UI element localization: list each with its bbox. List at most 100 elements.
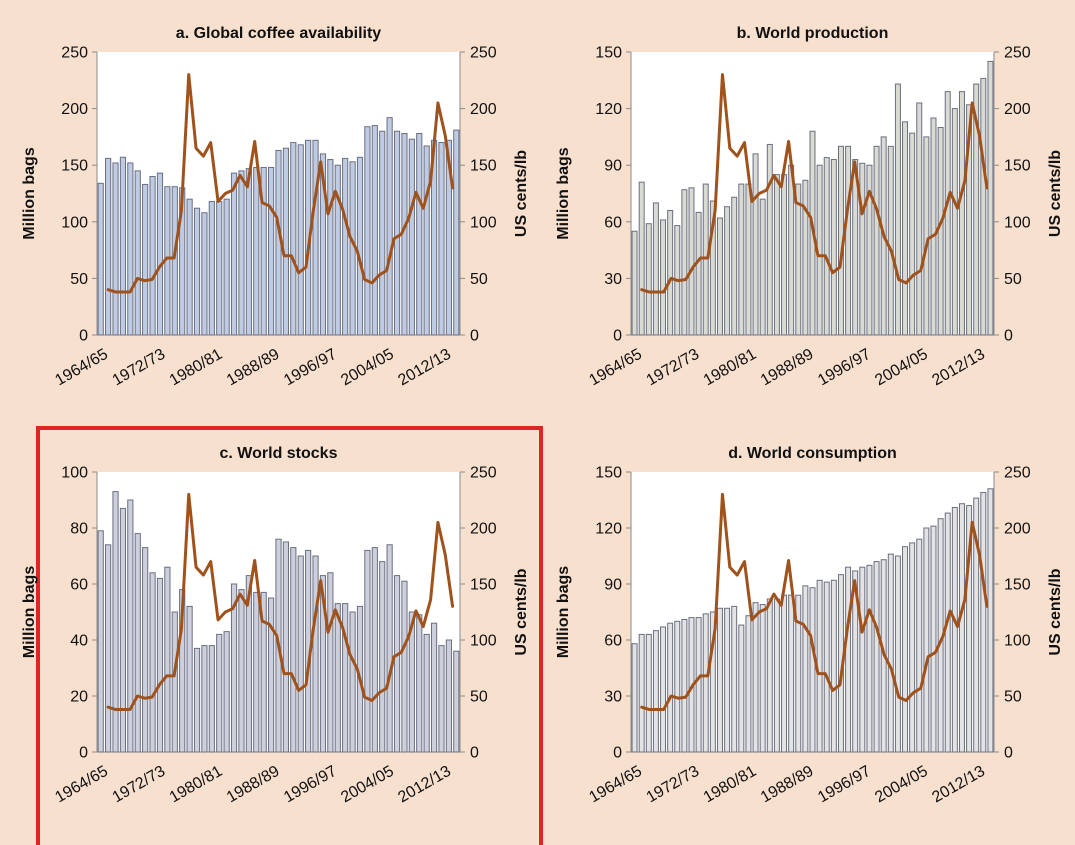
bar xyxy=(386,117,393,336)
bar xyxy=(156,172,164,336)
y-tick-label: 120 xyxy=(595,521,622,538)
y-right-tick-label: 250 xyxy=(1004,465,1031,482)
bar xyxy=(902,546,909,753)
bar xyxy=(223,631,230,753)
y-tick-label: 0 xyxy=(79,328,88,345)
bar xyxy=(319,575,327,753)
y-tick-label: 30 xyxy=(604,271,622,288)
bar xyxy=(752,153,759,336)
bar xyxy=(738,624,745,753)
bar xyxy=(171,611,178,753)
panel-b: b. World production 0 30 60 90 120 150 0 50 100 15… xyxy=(555,25,1064,389)
bar xyxy=(105,157,112,336)
bar xyxy=(866,164,873,336)
bar xyxy=(645,223,652,336)
y-right-tick-label: 200 xyxy=(470,521,497,538)
bar xyxy=(245,168,252,336)
bar xyxy=(709,200,716,336)
bar xyxy=(944,512,951,753)
bar xyxy=(745,615,752,753)
bar xyxy=(386,544,393,753)
bar xyxy=(127,162,134,336)
y-right-axis-title: US cents/lb xyxy=(1047,568,1064,655)
bar xyxy=(216,200,223,336)
bar xyxy=(445,639,452,753)
y-right-tick-label: 150 xyxy=(1004,158,1031,175)
bar xyxy=(105,544,112,753)
bar xyxy=(674,620,681,753)
bar xyxy=(230,172,238,336)
y-tick-label: 90 xyxy=(604,158,622,175)
y-right-axis-title: US cents/lb xyxy=(513,150,530,237)
bar xyxy=(852,570,859,753)
bar xyxy=(809,587,816,753)
bar xyxy=(859,566,866,753)
bar xyxy=(894,555,901,753)
bar xyxy=(149,176,156,336)
bar xyxy=(660,626,667,753)
bar xyxy=(127,499,134,753)
y-axis-title: Million bags xyxy=(21,147,38,240)
bar xyxy=(631,230,638,336)
y-axis-title: Million bags xyxy=(555,566,572,659)
y-right-tick-label: 250 xyxy=(1004,45,1031,62)
y-tick-label: 0 xyxy=(79,745,88,762)
bar xyxy=(724,607,731,753)
y-axis-title: Million bags xyxy=(21,566,38,659)
bar xyxy=(334,164,341,336)
bar xyxy=(916,538,923,753)
y-tick-label: 0 xyxy=(613,745,622,762)
bar xyxy=(660,219,667,336)
bar xyxy=(453,129,460,336)
bar xyxy=(966,104,973,336)
bar xyxy=(695,211,702,336)
y-tick-label: 150 xyxy=(595,45,622,62)
bar xyxy=(268,597,275,753)
bar xyxy=(745,183,752,336)
bar xyxy=(245,575,252,753)
bar xyxy=(312,555,319,753)
bar xyxy=(142,547,149,753)
bar xyxy=(216,633,223,753)
bar xyxy=(393,575,401,753)
bar xyxy=(823,157,830,336)
y-right-tick-label: 150 xyxy=(470,158,497,175)
bar xyxy=(638,181,645,336)
y-tick-label: 60 xyxy=(70,577,88,594)
bar xyxy=(327,572,334,753)
bar xyxy=(681,189,688,336)
bar xyxy=(201,645,208,753)
bar xyxy=(334,603,341,753)
y-right-tick-label: 0 xyxy=(470,745,479,762)
bar xyxy=(873,561,880,753)
bar xyxy=(724,206,731,336)
bar xyxy=(923,527,930,753)
bar-series xyxy=(97,117,460,336)
y-right-tick-label: 200 xyxy=(470,101,497,118)
bar xyxy=(688,187,695,336)
bar xyxy=(909,542,916,753)
y-tick-label: 150 xyxy=(61,158,88,175)
bar xyxy=(973,83,980,336)
y-right-tick-label: 250 xyxy=(470,45,497,62)
bar xyxy=(781,594,788,753)
bar xyxy=(887,145,894,336)
bar xyxy=(930,117,937,336)
bar xyxy=(430,622,438,753)
panel-a: a. Global coffee availability 0 50 100 150 20… xyxy=(21,25,530,389)
bar xyxy=(297,144,304,336)
bar xyxy=(438,645,445,753)
bar xyxy=(766,143,773,336)
bar xyxy=(260,591,267,753)
bar xyxy=(156,577,164,753)
bar xyxy=(312,139,319,336)
y-right-tick-label: 150 xyxy=(1004,577,1031,594)
y-right-tick-label: 100 xyxy=(470,633,497,650)
bar xyxy=(223,198,230,336)
chart-title: b. World production xyxy=(737,25,889,42)
bar xyxy=(788,164,795,336)
bar xyxy=(319,153,327,336)
bar xyxy=(364,126,371,336)
bar xyxy=(944,91,951,336)
